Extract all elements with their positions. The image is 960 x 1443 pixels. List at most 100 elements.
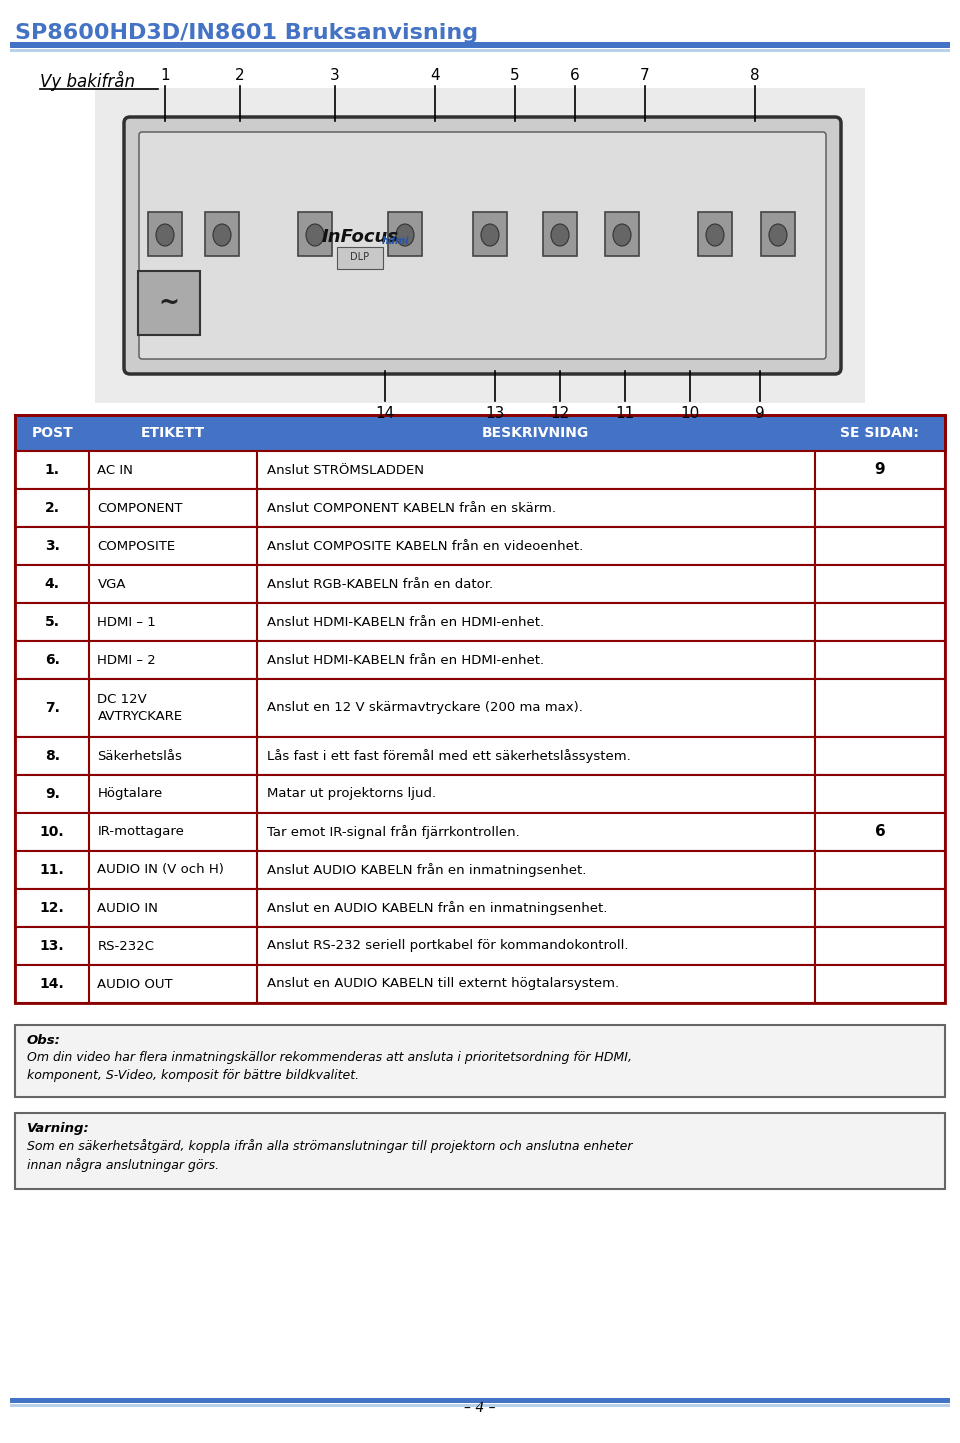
Text: hdmi: hdmi (381, 235, 409, 245)
Ellipse shape (613, 224, 631, 245)
Bar (10, 1404, 950, 1407)
Text: SP8600HD3D/IN8601 Bruksanvisning: SP8600HD3D/IN8601 Bruksanvisning (15, 23, 478, 43)
Text: AUDIO OUT: AUDIO OUT (97, 977, 173, 990)
Bar (15, 527, 945, 566)
Text: 10: 10 (681, 405, 700, 421)
Text: POST: POST (32, 426, 73, 440)
Ellipse shape (306, 224, 324, 245)
Text: AUDIO IN: AUDIO IN (97, 902, 158, 915)
FancyBboxPatch shape (138, 271, 200, 335)
Text: 6.: 6. (45, 654, 60, 667)
Text: Anslut STRÖMSLADDEN: Anslut STRÖMSLADDEN (267, 463, 423, 476)
Text: RS-232C: RS-232C (97, 939, 155, 952)
Bar (15, 603, 945, 641)
Text: 1: 1 (160, 68, 170, 84)
Text: Anslut en 12 V skärmavtryckare (200 ma max).: Anslut en 12 V skärmavtryckare (200 ma m… (267, 701, 583, 714)
Bar (10, 1398, 950, 1403)
Bar (15, 641, 945, 680)
Ellipse shape (706, 224, 724, 245)
Text: 1.: 1. (45, 463, 60, 478)
FancyBboxPatch shape (698, 212, 732, 255)
Text: 10.: 10. (40, 825, 64, 838)
Bar (10, 49, 950, 52)
Text: Vy bakifrån: Vy bakifrån (40, 71, 135, 91)
Text: IR-mottagare: IR-mottagare (97, 825, 184, 838)
Text: HDMI – 2: HDMI – 2 (97, 654, 156, 667)
Text: Som en säkerhetsåtgärd, koppla ifrån alla strömanslutningar till projektorn och : Som en säkerhetsåtgärd, koppla ifrån all… (27, 1139, 633, 1172)
Text: InFocus: InFocus (322, 228, 398, 247)
Bar (15, 452, 945, 489)
Bar (15, 416, 945, 1003)
Text: 14.: 14. (39, 977, 64, 991)
Text: HDMI – 1: HDMI – 1 (97, 616, 156, 629)
Ellipse shape (396, 224, 414, 245)
Text: Anslut COMPONENT KABELN från en skärm.: Anslut COMPONENT KABELN från en skärm. (267, 502, 556, 515)
Text: 3: 3 (330, 68, 340, 84)
Text: Anslut en AUDIO KABELN från en inmatningsenhet.: Anslut en AUDIO KABELN från en inmatning… (267, 900, 607, 915)
FancyBboxPatch shape (761, 212, 795, 255)
Text: Anslut HDMI-KABELN från en HDMI-enhet.: Anslut HDMI-KABELN från en HDMI-enhet. (267, 616, 544, 629)
Text: 13.: 13. (40, 939, 64, 952)
Text: 5.: 5. (45, 615, 60, 629)
Bar (15, 1113, 945, 1189)
Text: ~: ~ (158, 291, 180, 315)
Text: Säkerhetslås: Säkerhetslås (97, 749, 182, 762)
Bar (15, 489, 945, 527)
Ellipse shape (213, 224, 231, 245)
Text: 4: 4 (430, 68, 440, 84)
Text: 12: 12 (550, 405, 569, 421)
Text: Varning:: Varning: (27, 1123, 89, 1136)
Text: 9: 9 (756, 405, 765, 421)
Bar (15, 566, 945, 603)
Text: 14: 14 (375, 405, 395, 421)
Text: 11: 11 (615, 405, 635, 421)
Text: Anslut RGB-KABELN från en dator.: Anslut RGB-KABELN från en dator. (267, 577, 492, 590)
Bar (15, 416, 945, 452)
Text: Obs:: Obs: (27, 1035, 60, 1048)
Text: Anslut AUDIO KABELN från en inmatningsenhet.: Anslut AUDIO KABELN från en inmatningsen… (267, 863, 587, 877)
Text: BESKRIVNING: BESKRIVNING (482, 426, 589, 440)
Text: ETIKETT: ETIKETT (141, 426, 205, 440)
Bar (15, 1025, 945, 1097)
Text: 5: 5 (510, 68, 519, 84)
FancyBboxPatch shape (124, 117, 841, 374)
Text: 4.: 4. (45, 577, 60, 592)
Ellipse shape (769, 224, 787, 245)
Bar (15, 737, 945, 775)
Ellipse shape (551, 224, 569, 245)
Text: 3.: 3. (45, 540, 60, 553)
Text: Högtalare: Högtalare (97, 788, 162, 801)
Bar (10, 42, 950, 48)
Bar (15, 680, 945, 737)
FancyBboxPatch shape (543, 212, 577, 255)
Text: Lås fast i ett fast föremål med ett säkerhetslåssystem.: Lås fast i ett fast föremål med ett säke… (267, 749, 631, 763)
Text: 7: 7 (640, 68, 650, 84)
Text: Matar ut projektorns ljud.: Matar ut projektorns ljud. (267, 788, 436, 801)
FancyBboxPatch shape (205, 212, 239, 255)
Text: 2: 2 (235, 68, 245, 84)
Text: 12.: 12. (39, 900, 64, 915)
Bar (15, 416, 945, 452)
FancyBboxPatch shape (473, 212, 507, 255)
FancyBboxPatch shape (298, 212, 332, 255)
FancyBboxPatch shape (388, 212, 422, 255)
Text: 2.: 2. (45, 501, 60, 515)
Text: 11.: 11. (39, 863, 64, 877)
Bar (15, 851, 945, 889)
Bar (95, 88, 865, 403)
Text: Om din video har flera inmatningskällor rekommenderas att ansluta i prioritetsor: Om din video har flera inmatningskällor … (27, 1051, 632, 1082)
Text: 6: 6 (570, 68, 580, 84)
Bar (15, 889, 945, 926)
Text: AUDIO IN (V och H): AUDIO IN (V och H) (97, 863, 225, 876)
Ellipse shape (481, 224, 499, 245)
Text: COMPOSITE: COMPOSITE (97, 540, 176, 553)
Ellipse shape (156, 224, 174, 245)
Text: 8.: 8. (45, 749, 60, 763)
Text: COMPONENT: COMPONENT (97, 502, 183, 515)
Text: 6: 6 (875, 824, 885, 840)
FancyBboxPatch shape (139, 131, 826, 359)
Text: SE SIDAN:: SE SIDAN: (840, 426, 920, 440)
Bar (15, 812, 945, 851)
Text: – 4 –: – 4 – (465, 1401, 495, 1416)
Text: DLP: DLP (350, 253, 370, 263)
